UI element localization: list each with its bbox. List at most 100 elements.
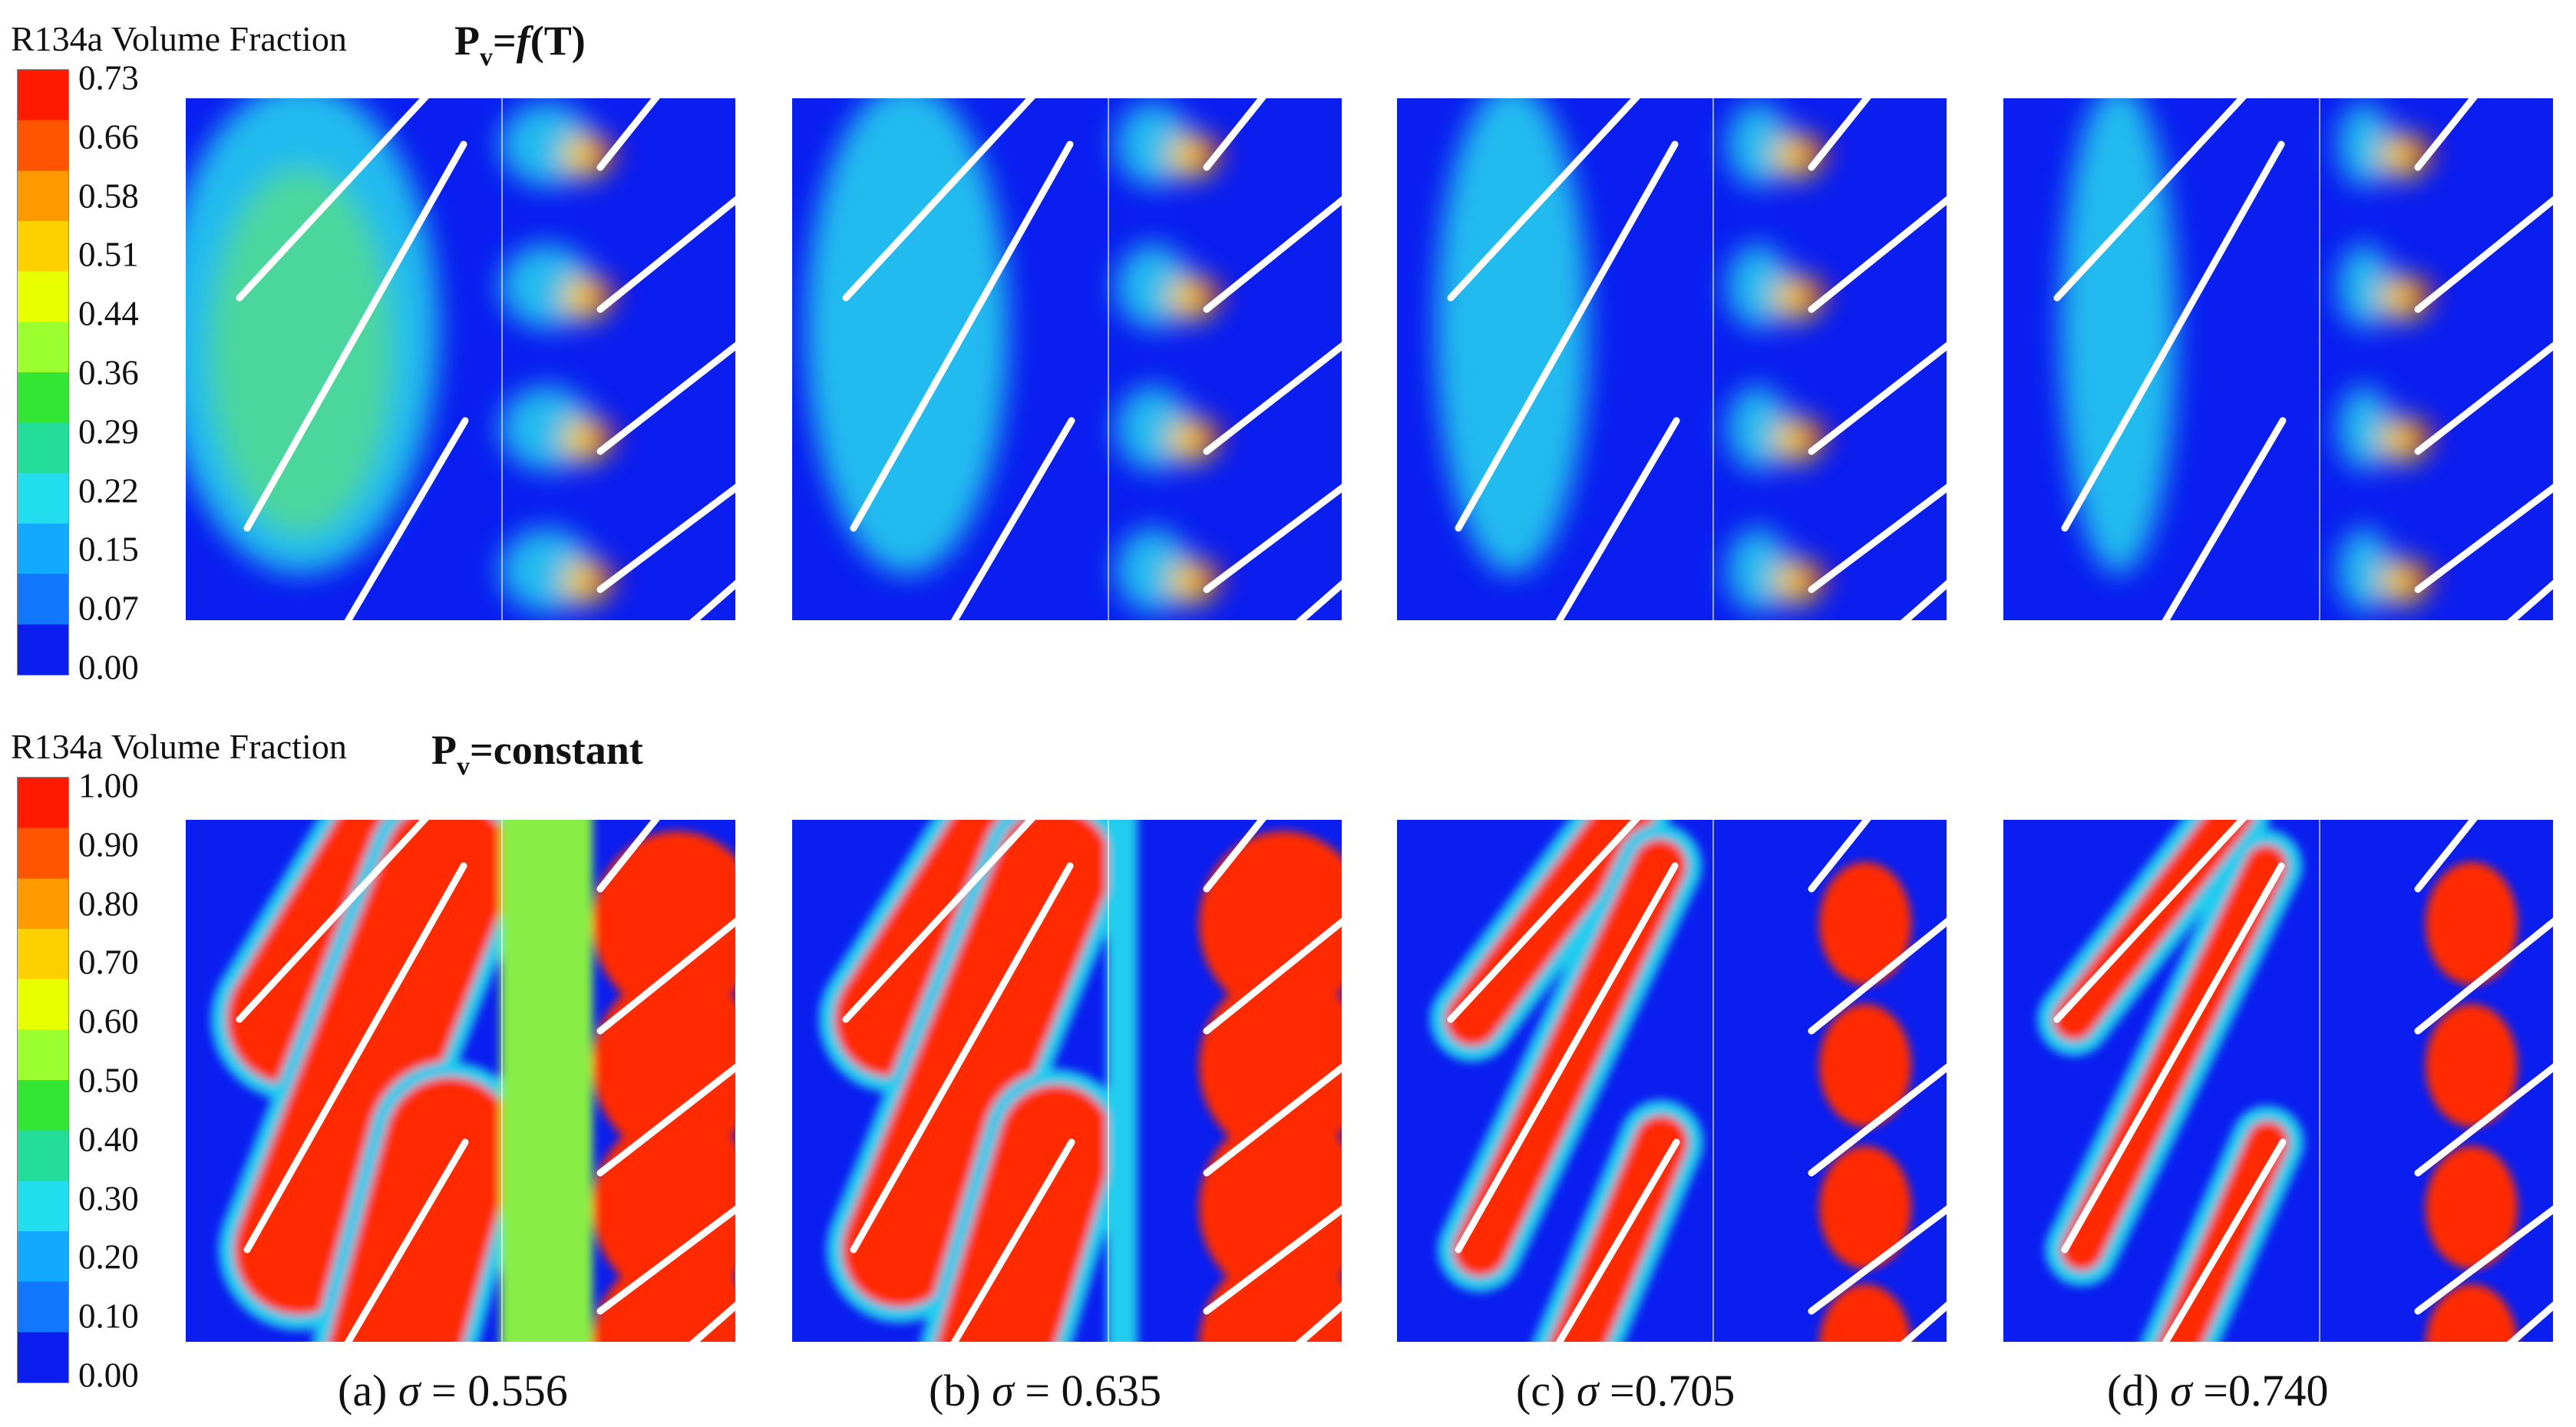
blade bbox=[1455, 862, 1679, 1254]
cavity-region bbox=[806, 98, 1009, 574]
scale-tick-label: 0.40 bbox=[78, 1120, 139, 1159]
cavity-region bbox=[2338, 102, 2390, 187]
cavity-region bbox=[593, 1115, 735, 1300]
cavity-region bbox=[1819, 1004, 1911, 1127]
blade bbox=[596, 196, 735, 313]
color-scale-bar-bottom bbox=[17, 777, 69, 1383]
scale-tick-label: 0.00 bbox=[78, 648, 139, 687]
blade bbox=[689, 1301, 735, 1342]
contour-panel bbox=[792, 98, 1342, 620]
cavity-region bbox=[2426, 1284, 2518, 1342]
scale-tick-label: 0.51 bbox=[78, 235, 139, 274]
contour-panel bbox=[2003, 98, 2553, 620]
contour-panel bbox=[2003, 820, 2553, 1342]
legend-title-bottom: R134a Volume Fraction bbox=[11, 727, 347, 766]
cavity-region bbox=[2338, 386, 2390, 471]
blade bbox=[1808, 196, 1947, 313]
scale-tick-label: 0.70 bbox=[78, 943, 139, 982]
blade bbox=[850, 140, 1074, 532]
cavity-region bbox=[1727, 102, 1788, 187]
blade bbox=[243, 140, 467, 532]
row-label-variable-pv: Pv=f(T) bbox=[454, 18, 586, 71]
scale-tick-label: 0.90 bbox=[78, 825, 139, 864]
blade bbox=[2414, 1063, 2553, 1177]
scale-tick-label: 0.00 bbox=[78, 1356, 139, 1395]
blade bbox=[689, 580, 735, 620]
blade bbox=[1808, 820, 1871, 893]
scale-ticks-top: 0.73 0.66 0.58 0.51 0.44 0.36 0.29 0.22 0.15 0.07… bbox=[78, 61, 170, 685]
blade bbox=[2053, 98, 2247, 302]
cavity-region bbox=[2426, 1004, 2518, 1127]
cavity-region bbox=[1819, 1146, 1911, 1269]
blade bbox=[1296, 1301, 1342, 1342]
cavity-region bbox=[1199, 831, 1342, 1016]
blade bbox=[1808, 1063, 1947, 1177]
cavity-region bbox=[1199, 1115, 1342, 1300]
blade bbox=[2414, 196, 2553, 313]
scale-tick-label: 0.30 bbox=[78, 1179, 139, 1218]
cavity-region bbox=[2426, 862, 2518, 985]
scale-tick-label: 0.15 bbox=[78, 530, 139, 569]
blade bbox=[1901, 580, 1947, 620]
cavity-region bbox=[1107, 820, 1138, 1342]
blade bbox=[842, 98, 1035, 302]
cavity-region bbox=[1727, 528, 1788, 613]
cavity-region bbox=[1199, 973, 1342, 1158]
cavity-region bbox=[1819, 1284, 1911, 1342]
cavity-region bbox=[328, 1077, 515, 1342]
blade bbox=[850, 862, 1074, 1254]
blade bbox=[1808, 342, 1947, 455]
blade bbox=[2162, 417, 2287, 620]
scale-tick-label: 0.58 bbox=[78, 177, 139, 216]
blade bbox=[596, 484, 735, 593]
cavity-region bbox=[2060, 98, 2177, 574]
blade bbox=[2414, 98, 2478, 171]
blade bbox=[2061, 862, 2285, 1254]
blade bbox=[950, 417, 1075, 620]
blade bbox=[2162, 1138, 2287, 1342]
contour-panel bbox=[792, 820, 1342, 1342]
caption-c: (c) σ =0.705 bbox=[1516, 1366, 1735, 1415]
cavity-region bbox=[842, 820, 1112, 1307]
blade bbox=[2507, 1301, 2553, 1342]
scale-tick-label: 0.66 bbox=[78, 117, 139, 157]
blade bbox=[1555, 417, 1680, 620]
blade bbox=[950, 1138, 1075, 1342]
blade bbox=[1447, 98, 1640, 302]
scale-ticks-bottom: 1.00 0.90 0.80 0.70 0.60 0.50 0.40 0.30 0.20 0.10… bbox=[78, 768, 170, 1392]
blade bbox=[1808, 98, 1871, 171]
cavity-region bbox=[1727, 244, 1788, 329]
scale-tick-label: 0.29 bbox=[78, 412, 139, 451]
cavity-region bbox=[500, 820, 593, 1342]
scale-tick-label: 0.80 bbox=[78, 884, 139, 923]
blade bbox=[236, 820, 429, 1023]
blade bbox=[243, 862, 467, 1254]
blade bbox=[344, 417, 469, 620]
blade bbox=[1203, 484, 1342, 593]
blade bbox=[2414, 917, 2553, 1035]
blade bbox=[2414, 820, 2478, 893]
caption-a: (a) σ = 0.556 bbox=[338, 1366, 568, 1415]
blade bbox=[1555, 1138, 1680, 1342]
blade bbox=[596, 1063, 735, 1177]
scale-tick-label: 0.60 bbox=[78, 1002, 139, 1041]
cavity-region bbox=[1435, 98, 1589, 574]
blade bbox=[2507, 580, 2553, 620]
contour-panel bbox=[186, 820, 735, 1342]
cavity-region bbox=[234, 820, 514, 1315]
cavity-region bbox=[936, 1085, 1114, 1342]
blade bbox=[1455, 140, 1679, 532]
blade bbox=[1296, 580, 1342, 620]
blade bbox=[344, 1138, 469, 1342]
blade bbox=[1203, 342, 1342, 455]
cavity-region bbox=[2338, 244, 2390, 329]
scale-tick-label: 0.22 bbox=[78, 471, 139, 510]
contour-panel bbox=[1397, 98, 1947, 620]
blade bbox=[596, 98, 660, 171]
blade bbox=[596, 1205, 735, 1315]
cavity-region bbox=[2338, 528, 2390, 613]
cavity-region bbox=[593, 1254, 735, 1342]
caption-b: (b) σ = 0.635 bbox=[929, 1366, 1161, 1415]
scale-tick-label: 0.50 bbox=[78, 1061, 139, 1100]
scale-tick-label: 0.10 bbox=[78, 1297, 139, 1336]
